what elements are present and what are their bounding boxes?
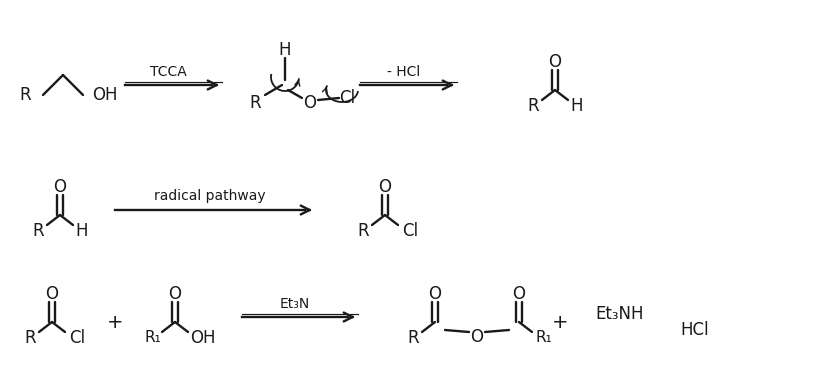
- Text: OH: OH: [92, 86, 117, 104]
- Text: Et₃N: Et₃N: [280, 297, 310, 311]
- Text: OH: OH: [190, 329, 216, 347]
- Text: R: R: [527, 97, 538, 115]
- Text: Et₃NH: Et₃NH: [595, 305, 643, 323]
- Text: R: R: [32, 222, 44, 240]
- Text: O: O: [304, 94, 316, 112]
- Text: O: O: [54, 178, 66, 196]
- Text: H: H: [75, 222, 88, 240]
- Text: H: H: [570, 97, 582, 115]
- Text: TCCA: TCCA: [150, 65, 187, 79]
- Text: O: O: [169, 285, 181, 303]
- Text: R: R: [249, 94, 261, 112]
- Text: +: +: [107, 312, 123, 331]
- Text: H: H: [279, 41, 291, 59]
- Text: O: O: [470, 328, 483, 346]
- Text: +: +: [551, 312, 567, 331]
- Text: R: R: [24, 329, 36, 347]
- Text: - HCl: - HCl: [386, 65, 419, 79]
- Text: radical pathway: radical pathway: [154, 189, 265, 203]
- Text: R: R: [356, 222, 368, 240]
- Text: Cl: Cl: [401, 222, 418, 240]
- Text: O: O: [428, 285, 441, 303]
- Text: O: O: [547, 53, 561, 71]
- Text: HCl: HCl: [679, 321, 708, 339]
- Text: R: R: [407, 329, 418, 347]
- Text: R₁: R₁: [535, 330, 552, 346]
- Text: O: O: [512, 285, 525, 303]
- Text: R: R: [19, 86, 31, 104]
- Text: Cl: Cl: [338, 89, 355, 107]
- Text: O: O: [378, 178, 391, 196]
- Text: R₁: R₁: [145, 330, 161, 346]
- Text: Cl: Cl: [69, 329, 85, 347]
- Text: O: O: [45, 285, 59, 303]
